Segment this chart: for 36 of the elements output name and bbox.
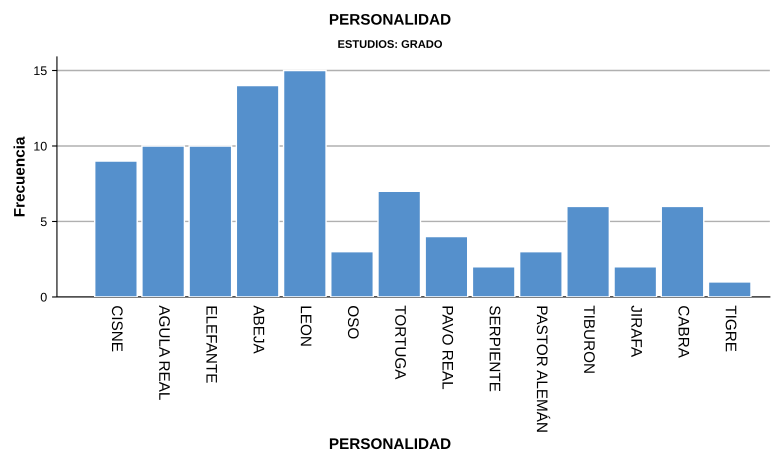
x-tick-label: CABRA: [678, 306, 690, 358]
chart-title: PERSONALIDAD: [330, 14, 450, 25]
bar: [141, 145, 186, 297]
bar: [424, 236, 468, 297]
x-tick-label: SERPIENTE: [490, 306, 500, 392]
y-axis-title: Frecuencia: [14, 136, 25, 216]
x-tick-label: TORTUGA: [395, 306, 406, 380]
x-tick-label: ELEFANTE: [206, 306, 217, 383]
x-tick-label: PAVO REAL: [442, 306, 454, 390]
x-axis-title: PERSONALIDAD: [330, 438, 450, 450]
x-tick-label: LEON: [300, 306, 312, 346]
y-tick-label: 5: [40, 217, 47, 226]
bar: [566, 206, 610, 297]
x-tick-label: PASTOR ALEMÁN: [536, 306, 550, 432]
bar: [472, 266, 516, 297]
x-tick-label: ABEJA: [253, 305, 264, 354]
bar: [377, 190, 422, 297]
x-tick-label: JIRAFA: [631, 306, 642, 358]
bar: [330, 250, 374, 297]
x-tick-label: CISNE: [112, 306, 123, 352]
x-tick-label: OSO: [348, 306, 359, 339]
x-tick-label: AGULA REAL: [159, 305, 170, 400]
chart-subtitle: ESTUDIOS: GRADO: [338, 40, 442, 48]
bar: [236, 84, 280, 297]
bar: [188, 145, 232, 297]
y-tick-label: 15: [34, 66, 47, 76]
y-tick-label: 10: [34, 142, 47, 151]
bar: [613, 266, 658, 297]
x-tick-label: TIBURON: [584, 306, 595, 373]
bar: [518, 250, 563, 297]
bar: [708, 281, 752, 297]
bar: [282, 70, 327, 297]
x-tick-label: TIGRE: [726, 306, 736, 352]
bar: [660, 206, 704, 297]
bar: [94, 160, 138, 297]
y-tick-label: 0: [40, 292, 47, 302]
